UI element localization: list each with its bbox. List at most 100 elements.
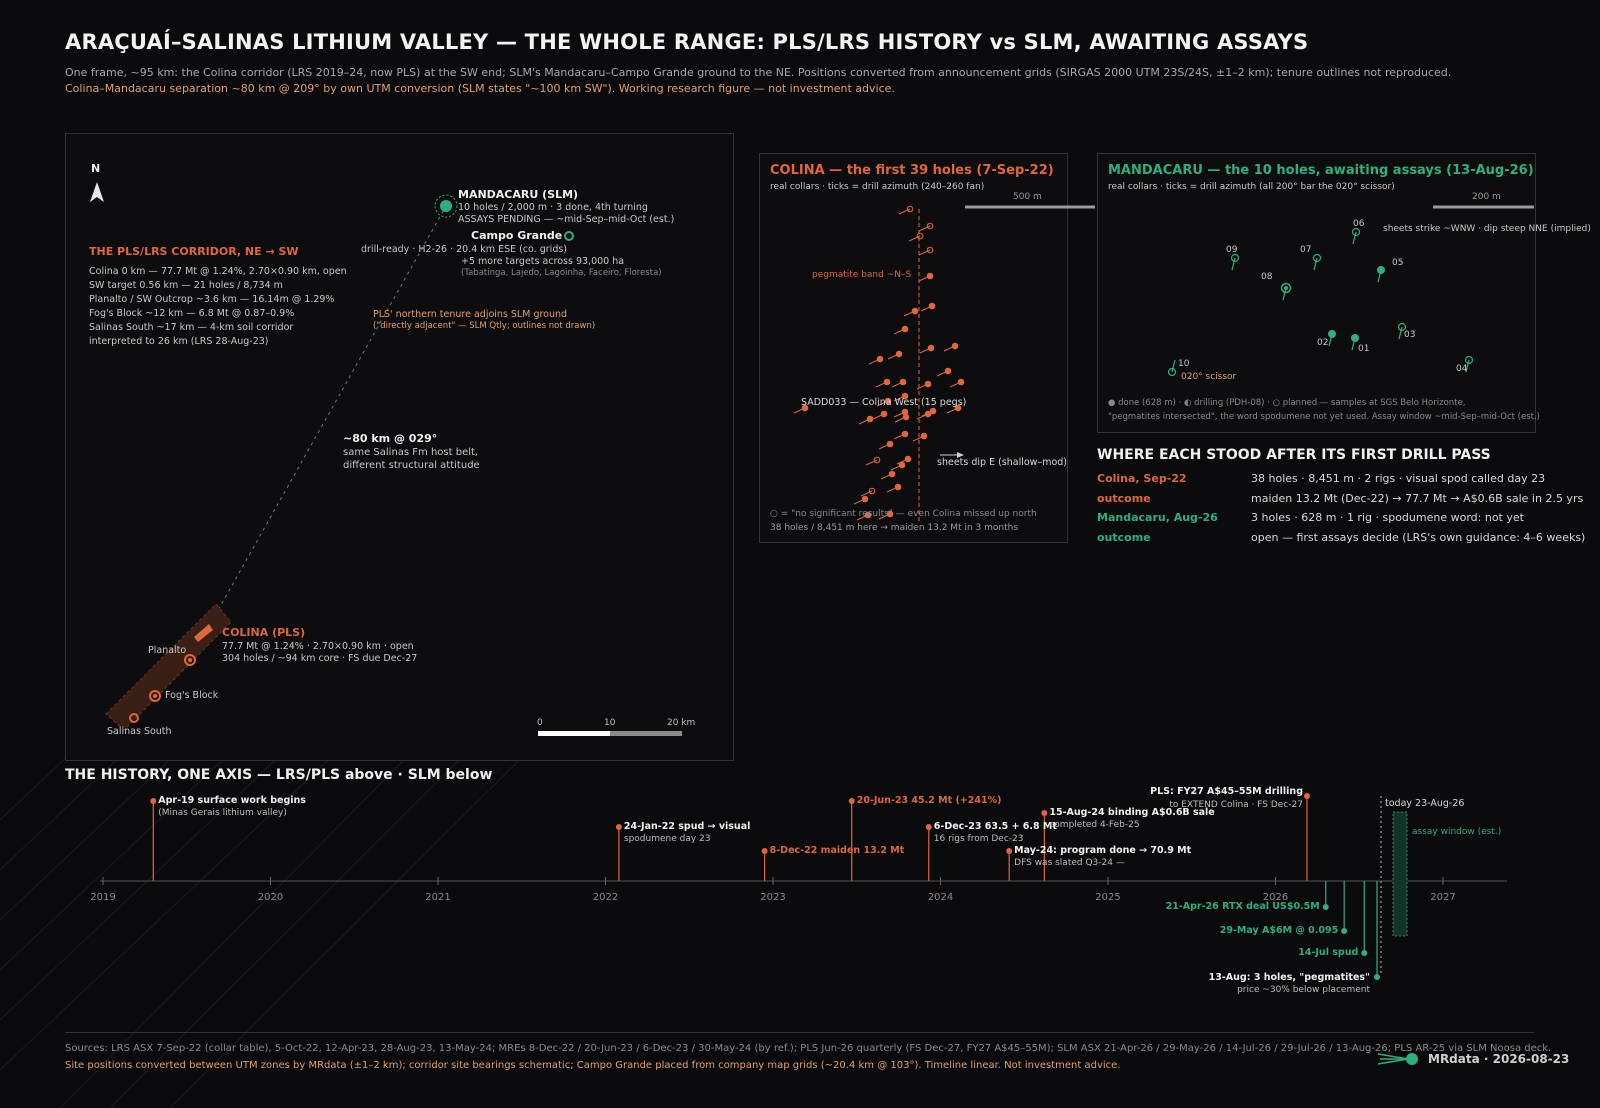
sources-text: Sources: LRS ASX 7-Sep-22 (collar table)…: [65, 1043, 1552, 1054]
collar-azimuth-tick: [860, 490, 873, 497]
year-label: 2024: [928, 892, 953, 903]
drill-collar: [861, 495, 869, 503]
event-dot: [1361, 950, 1368, 956]
hole-label-09: 09: [1226, 245, 1238, 255]
event-label: 8-Dec-22 maiden 13.2 Mt: [769, 845, 905, 856]
scale-label-10: 10: [604, 718, 616, 728]
separation-label: ~80 km @ 029°: [343, 432, 438, 445]
drill-collar: [929, 407, 937, 415]
campo-grande-detail: drill-ready · H2-26 · 20.4 km ESE (co. g…: [361, 244, 567, 255]
event-detail: 16 rigs from Dec-23: [933, 834, 1024, 844]
event-label: 20-Jun-23 45.2 Mt (+241%): [856, 795, 1002, 806]
brand-logo-icon: [1378, 1053, 1418, 1065]
event-dot: [1006, 848, 1013, 854]
mandacaru-label: MANDACARU (SLM): [458, 188, 579, 201]
drill-collar: [957, 378, 965, 386]
hole-label-10: 10: [1178, 359, 1190, 369]
corridor-line: SW target 0.56 km — 21 holes / 8,734 m: [89, 280, 283, 291]
event-dot: [848, 798, 855, 804]
scissor-label: 020° scissor: [1181, 372, 1237, 382]
drill-collar-done: [1377, 266, 1385, 274]
event-detail: spodumene day 23: [623, 834, 711, 844]
corridor-line: interpreted to 26 km (LRS 28-Aug-23): [89, 336, 269, 347]
drill-collar: [901, 392, 909, 400]
drill-collar: [901, 325, 909, 333]
drill-collar: [916, 232, 924, 240]
year-label: 2022: [593, 892, 618, 903]
planalto-marker: [184, 654, 196, 666]
collar-azimuth-tick: [1352, 231, 1357, 245]
sadd033-label: SADD033 — Colina West (15 pegs): [801, 397, 967, 408]
hole-label-07: 07: [1300, 245, 1312, 255]
sources-note: Site positions converted between UTM zon…: [65, 1060, 1121, 1071]
event-label: 15-Aug-24 binding A$0.6B sale: [1049, 807, 1215, 818]
brand-label: MRdata · 2026-08-23: [1428, 1052, 1570, 1066]
campo-grande-targets: +5 more targets across 93,000 ha: [461, 256, 625, 267]
fogs-block-label: Fog's Block: [165, 690, 219, 701]
drill-collar: [904, 455, 912, 463]
drill-collar: [928, 302, 936, 310]
mandacaru-panel-title: MANDACARU — the 10 holes, awaiting assay…: [1108, 163, 1534, 178]
year-label: 2019: [90, 892, 115, 903]
collar-azimuth-tick: [918, 249, 931, 256]
strike-label: sheets strike ~WNW · dip steep NNE (impl…: [1383, 224, 1591, 234]
drill-collar: [906, 205, 914, 213]
outcome-title: WHERE EACH STOOD AFTER ITS FIRST DRILL P…: [1097, 447, 1491, 463]
drill-collar-planned: [1464, 355, 1474, 365]
pls-fy27-dot: [1304, 793, 1310, 799]
north-arrow-icon: [90, 182, 104, 202]
colina-drill-panel: COLINA — the first 39 holes (7-Sep-22) r…: [759, 153, 1095, 543]
event-label: May-24: program done → 70.9 Mt: [1014, 845, 1192, 856]
drill-collar: [926, 246, 934, 254]
mandacaru-drill-panel: MANDACARU — the 10 holes, awaiting assay…: [1097, 153, 1591, 433]
corridor-line: Fog's Block ~12 km — 6.8 Mt @ 0.87–0.9%: [89, 308, 295, 319]
drill-collar: [888, 470, 896, 478]
hole-label-08: 08: [1261, 272, 1273, 282]
mandacaru-legend: ● done (628 m) · ◐ drilling (PDH-08) · ○…: [1108, 398, 1466, 408]
scale-bar-white: [538, 731, 610, 736]
collar-azimuth-tick: [908, 235, 921, 242]
colina-detail: 304 holes / ~94 km core · FS due Dec-27: [222, 653, 418, 664]
mandacaru-collars: [1167, 205, 1534, 377]
colina-footnote-2: 38 holes / 8,451 m here → maiden 13.2 Mt…: [770, 523, 1019, 533]
subtitle: One frame, ~95 km: the Colina corridor (…: [65, 66, 1452, 79]
subtitle-note: Colina–Mandacaru separation ~80 km @ 209…: [65, 82, 895, 95]
drill-collar: [886, 440, 894, 448]
drill-collar: [876, 355, 884, 363]
outcome-label-colina-outcome: outcome: [1097, 492, 1151, 505]
event-detail: DFS was slated Q3-24 —: [1014, 858, 1125, 868]
event-dot: [1322, 904, 1329, 910]
hole-label-05: 05: [1392, 258, 1404, 268]
campo-grande-target-list: (Tabatinga, Lajedo, Lagoinha, Faceiro, F…: [461, 268, 662, 278]
drill-collar: [868, 487, 876, 495]
drill-collar: [954, 404, 962, 412]
mandacaru-panel-subtitle: real collars · ticks = drill azimuth (al…: [1108, 182, 1395, 192]
colina-panel-title: COLINA — the first 39 holes (7-Sep-22): [770, 163, 1054, 178]
drill-collar-planned: [1167, 367, 1177, 377]
drill-collar: [951, 342, 959, 350]
collar-azimuth-tick: [1313, 257, 1318, 271]
assay-window-band: [1392, 811, 1408, 937]
corridor-title: THE PLS/LRS CORRIDOR, NE → SW: [89, 245, 299, 258]
collar-azimuth-tick: [898, 208, 911, 215]
hole-label-04: 04: [1456, 364, 1468, 374]
event-label: 29-May A$6M @ 0.095: [1219, 925, 1339, 936]
event-label: 24-Jan-22 spud → visual: [623, 821, 751, 832]
drill-collar: [884, 397, 892, 405]
drill-collar: [898, 461, 906, 469]
outcome-value-colina-outcome: maiden 13.2 Mt (Dec-22) → 77.7 Mt → A$0.…: [1251, 492, 1584, 505]
pls-fy27-detail: to EXTEND Colina · FS Dec-27: [1169, 800, 1303, 810]
mandacaru-halo: [434, 194, 458, 218]
fogs-block-marker: [149, 690, 161, 702]
drill-collar: [866, 415, 874, 423]
drill-collar: [895, 350, 903, 358]
year-label: 2021: [425, 892, 450, 903]
event-detail: (Minas Gerais lithium valley): [158, 808, 287, 818]
hole-label-01: 01: [1358, 344, 1370, 354]
drill-collar: [880, 410, 888, 418]
outcome-value-mandacaru: 3 holes · 628 m · 1 rig · spodumene word…: [1251, 511, 1524, 524]
event-detail: completed 4-Feb-25: [1049, 820, 1140, 830]
year-label: 2023: [760, 892, 785, 903]
event-label: 6-Dec-23 63.5 + 6.8 Mt: [933, 821, 1057, 832]
drill-collar: [883, 378, 891, 386]
